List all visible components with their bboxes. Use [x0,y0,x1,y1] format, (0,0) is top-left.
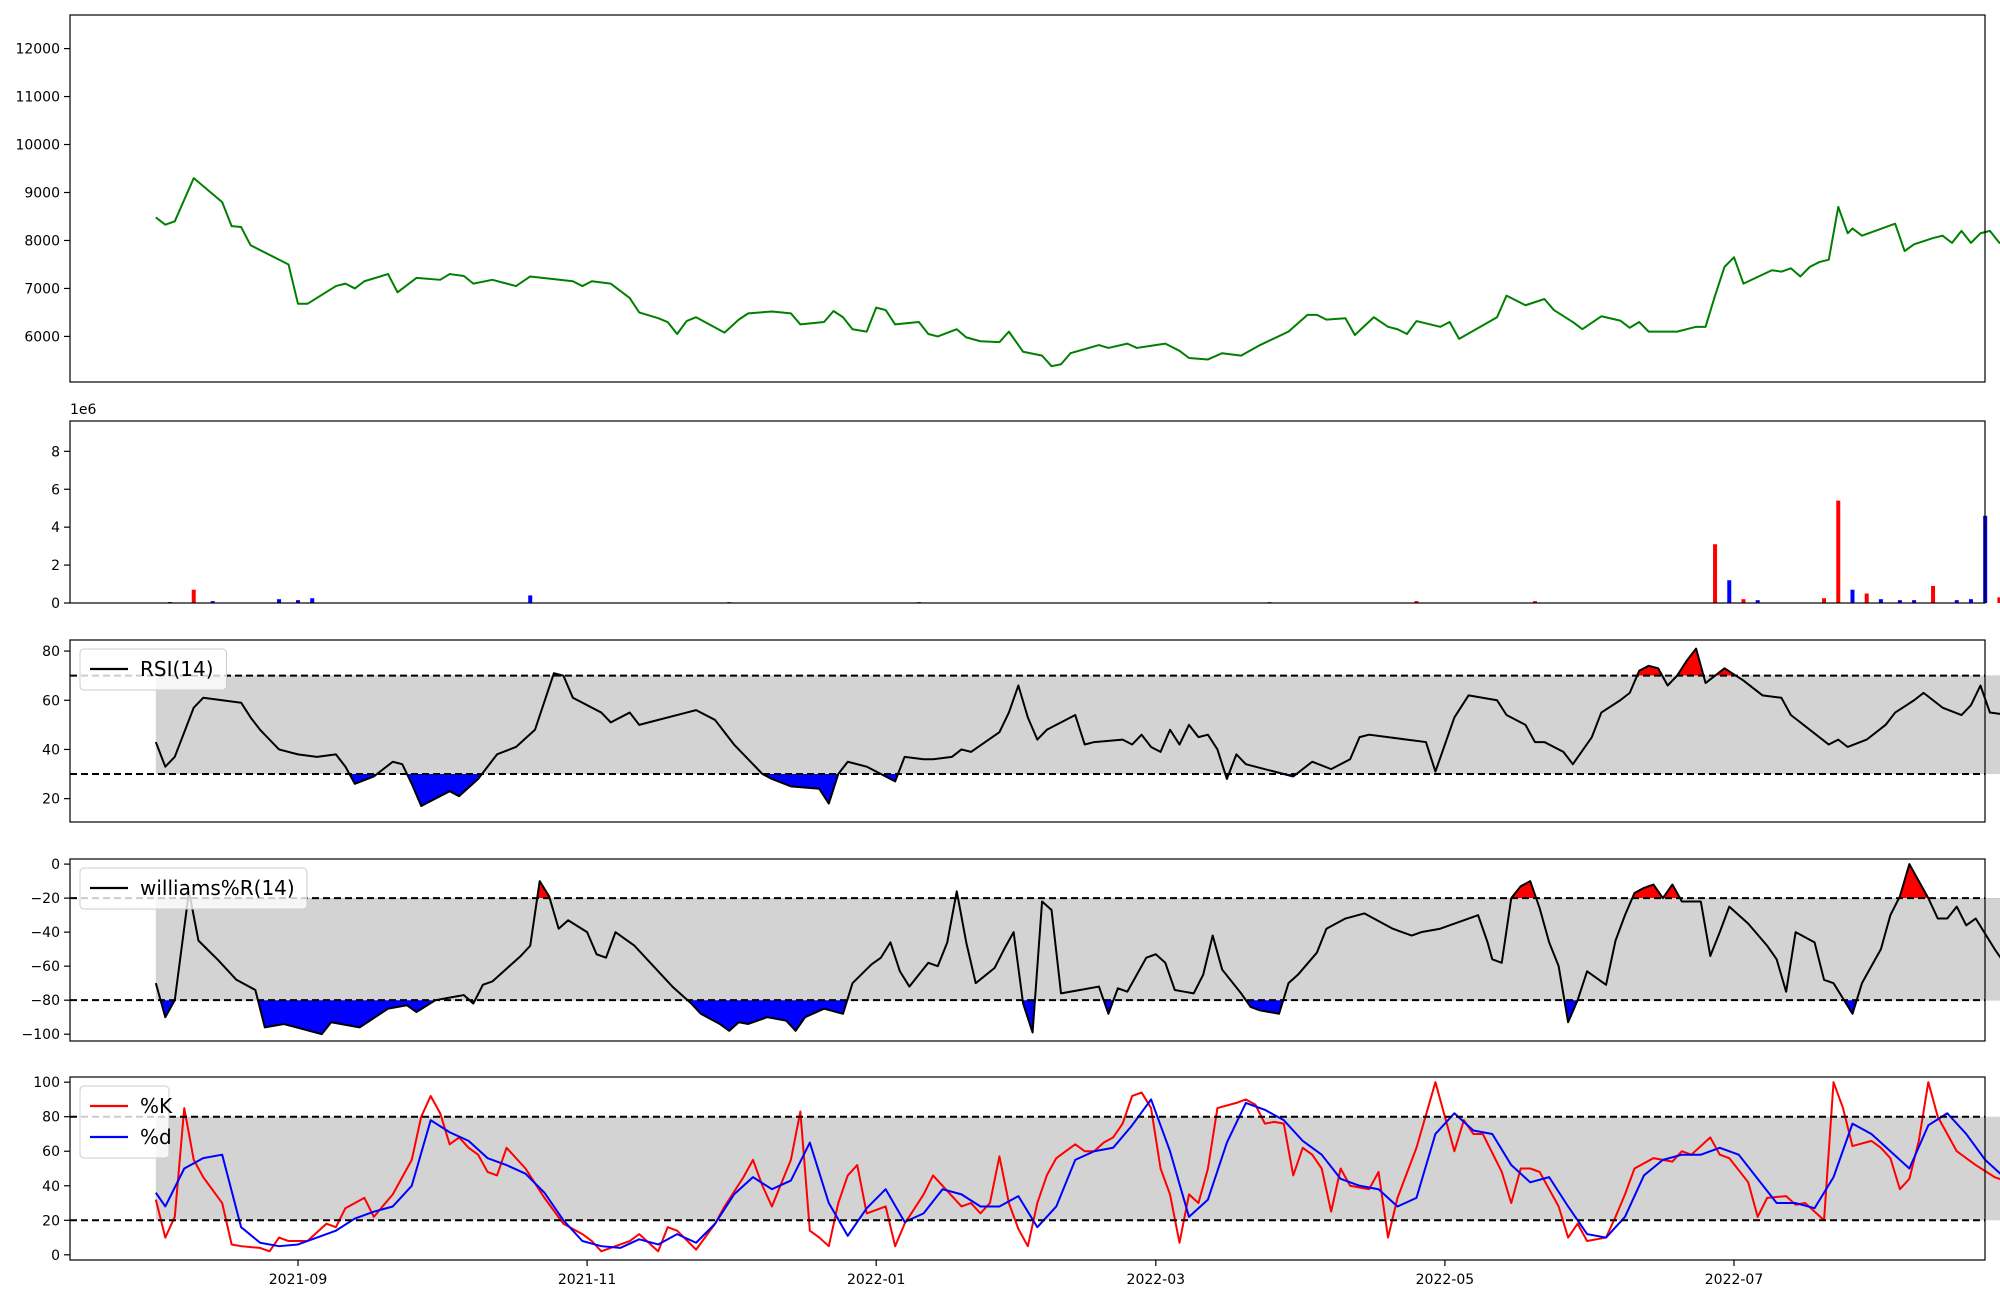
panel-3: 20 40 60 80 RSI(14) [42,639,2000,823]
volume-bar [1755,600,1760,603]
volume-bar [1864,593,1869,603]
series-line [155,177,2000,368]
x-axis: 2021-09 2021-11 2022-01 2022-03 2022-05 2022-… [269,1260,1764,1288]
y-tick-label: −40 [30,925,60,941]
y-tick-label: 100 [33,1075,60,1091]
y-tick-label: 6 [51,482,60,498]
legend-label: %K [140,1094,173,1118]
panel-1: 6000 7000 8000 9000 10000 11000 12000 [15,14,2000,383]
series--d [154,1098,2000,1249]
y-tick-label: 20 [42,792,60,808]
axes-frame [69,14,1986,383]
x-tick-label: 2022-05 [1416,1272,1475,1288]
legend: RSI(14) [79,648,227,691]
x-tick-label: 2022-01 [847,1272,906,1288]
legend: %K %d [79,1085,173,1159]
volume-bar [1727,580,1732,603]
volume-bar [1836,500,1841,603]
y-offset-label: 1e6 [70,402,97,418]
axes-frame [69,639,1986,823]
volume-bar [1878,599,1883,603]
y-tick-label: 8 [51,444,60,460]
volume-bar [1414,601,1419,603]
legend-box [79,867,308,910]
x-tick-label: 2022-03 [1127,1272,1186,1288]
y-tick-label: 0 [51,1248,60,1264]
volume-bar [528,595,533,603]
volume-bar [1968,599,1973,603]
y-tick-label: 20 [42,1213,60,1229]
legend: williams%R(14) [79,867,308,910]
y-tick-label: 6000 [24,329,60,345]
panel-2: 0 2 4 6 8 1e6 [51,402,2000,612]
y-tick-label: −100 [22,1027,60,1043]
axes-frame [69,1076,1986,1261]
volume-bar [1741,599,1746,603]
legend-label: RSI(14) [140,657,214,681]
volume-bar [1713,544,1718,603]
axes-frame [69,858,1986,1042]
y-tick-label: −20 [30,891,60,907]
volume-bar [210,601,215,603]
y-tick-label: 8000 [24,233,60,249]
oversold-fill [155,1000,2000,1035]
x-tick-label: 2021-11 [558,1272,617,1288]
y-tick-label: 9000 [24,186,60,202]
axes-frame [69,420,1986,604]
series-rsi-14- [154,647,2000,808]
legend-label: %d [140,1125,172,1149]
y-tick-label: 80 [42,1110,60,1126]
volume-bar [1850,589,1855,603]
legend-box [79,1085,170,1159]
volume-bar [191,589,196,603]
y-tick-label: 2 [51,558,60,574]
y-tick-label: 0 [51,596,60,612]
volume-bar [1912,600,1917,603]
volume-bar [1954,600,1959,603]
y-tick-label: −80 [30,993,60,1009]
y-tick-label: 40 [42,1179,60,1195]
volume-bar [1931,585,1936,603]
y-tick-label: 60 [42,693,60,709]
y-tick-label: 11000 [15,90,60,106]
volume-bar [296,600,300,603]
threshold-band [155,1116,2000,1221]
y-tick-label: −60 [30,959,60,975]
x-tick-label: 2022-07 [1705,1272,1764,1288]
y-tick-label: 60 [42,1144,60,1160]
y-tick-label: 7000 [24,281,60,297]
y-tick-label: 80 [42,644,60,660]
legend-box [79,648,227,691]
volume-bar [1822,598,1827,603]
volume-bar [1532,601,1537,603]
series-williams-r-14- [154,863,2000,1036]
x-tick-label: 2021-09 [269,1272,328,1288]
volume-bar [1897,600,1902,603]
y-tick-label: 10000 [15,138,60,154]
y-tick-label: 40 [42,742,60,758]
y-tick-label: 12000 [15,42,60,58]
legend-label: williams%R(14) [140,876,295,900]
y-tick-label: 4 [51,520,60,536]
volume-bar [277,599,282,603]
panel-5: 0 20 40 60 80 100 %K %d [33,1075,2000,1264]
y-tick-label: 0 [51,857,60,873]
panel-4: −100 −80 −60 −40 −20 0 williams%R(14) [22,857,2000,1043]
volume-bar [1997,597,2000,603]
volume-bar [310,598,315,603]
threshold-band [155,898,2000,1001]
